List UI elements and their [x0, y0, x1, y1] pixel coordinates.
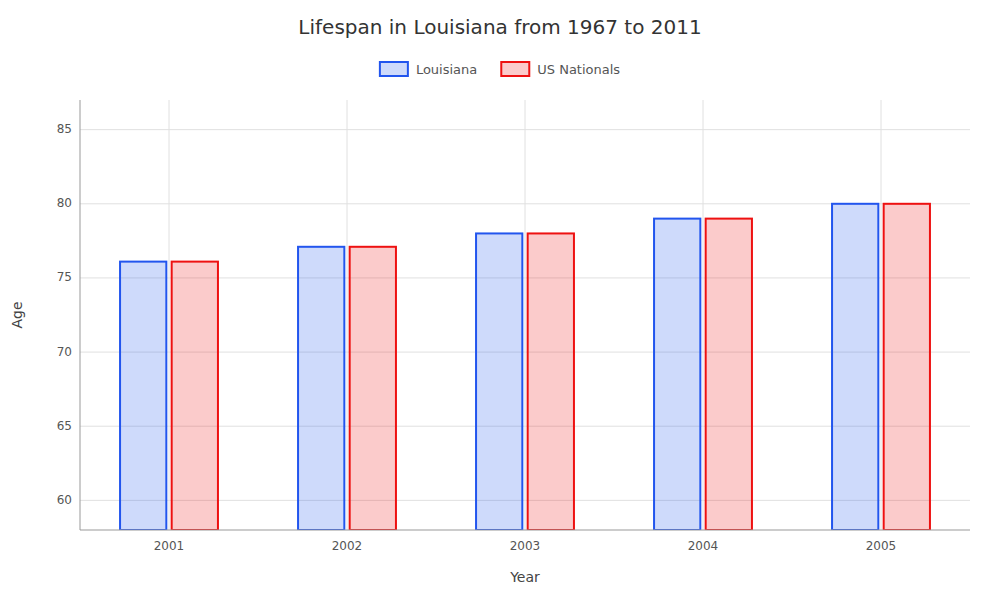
chart-svg: 60 65 70 75 80 85 2001 2002 2003 2004 2005 Year Age L… [0, 0, 1000, 600]
legend-label: Louisiana [416, 62, 477, 77]
x-tick-label: 2003 [510, 539, 541, 553]
x-axis-line [80, 530, 970, 531]
bar [706, 219, 752, 530]
x-tick-label: 2001 [154, 539, 185, 553]
y-tick-label: 65 [57, 419, 72, 433]
bars [120, 204, 930, 530]
x-tick-label: 2005 [866, 539, 897, 553]
title: Lifespan in Louisiana from 1967 to 2011 [298, 15, 701, 39]
legend-swatch [380, 62, 408, 76]
legend-item: Louisiana [380, 62, 477, 77]
bar [476, 233, 522, 530]
bar [528, 233, 574, 530]
y-tick-label: 60 [57, 493, 72, 507]
x-grid-line [881, 100, 882, 530]
x-tick-label: 2002 [332, 539, 363, 553]
grid [80, 100, 970, 530]
x-grid-line [347, 100, 348, 530]
legend: Louisiana US Nationals [380, 62, 620, 77]
bar [654, 219, 700, 530]
x-tick-label: 2004 [688, 539, 719, 553]
y-tick-label: 85 [57, 122, 72, 136]
axes: 60 65 70 75 80 85 2001 2002 2003 2004 2005 [57, 100, 970, 553]
chart-container: 60 65 70 75 80 85 2001 2002 2003 2004 2005 Year Age L… [0, 0, 1000, 600]
bar [832, 204, 878, 530]
y-axis-label: Age [9, 301, 25, 328]
bar [884, 204, 930, 530]
legend-label: US Nationals [537, 62, 620, 77]
x-grid-line [703, 100, 704, 530]
bar [350, 247, 396, 530]
x-axis-label: Year [509, 569, 540, 585]
bar [120, 262, 166, 530]
y-axis-line [80, 100, 81, 530]
bar [298, 247, 344, 530]
y-tick-label: 80 [57, 196, 72, 210]
bar [172, 262, 218, 530]
legend-item: US Nationals [501, 62, 620, 77]
legend-swatch [501, 62, 529, 76]
x-grid-line [525, 100, 526, 530]
y-tick-label: 70 [57, 345, 72, 359]
x-grid-line [169, 100, 170, 530]
y-tick-label: 75 [57, 270, 72, 284]
